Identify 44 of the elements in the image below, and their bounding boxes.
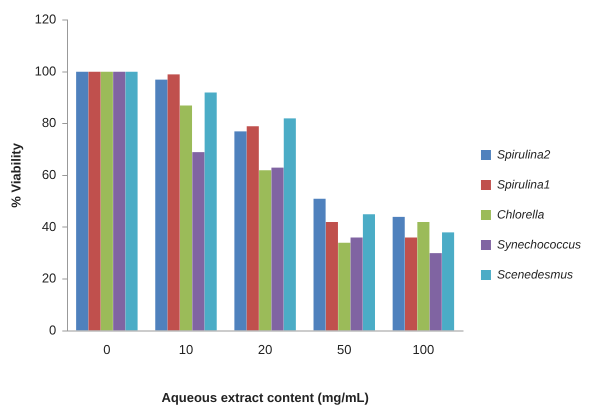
legend-label: Synechococcus xyxy=(496,237,581,252)
bar xyxy=(350,238,363,330)
bar xyxy=(338,242,350,330)
y-tick-label: 40 xyxy=(42,218,56,234)
bar xyxy=(180,105,192,330)
bar xyxy=(392,216,405,330)
x-tick-label: 10 xyxy=(178,342,194,358)
bar xyxy=(271,168,284,330)
y-tick-label: 100 xyxy=(34,63,56,78)
bar xyxy=(404,238,418,330)
bar xyxy=(76,72,88,330)
y-axis-title: % Viability xyxy=(8,142,24,208)
bar xyxy=(362,214,375,330)
bar xyxy=(326,222,338,330)
bar xyxy=(417,222,430,330)
x-tick-label: 20 xyxy=(258,342,272,358)
bar xyxy=(192,152,204,330)
y-tick-label: 60 xyxy=(42,166,56,182)
x-tick-label: 0 xyxy=(103,342,110,358)
legend-label: Spirulina1 xyxy=(496,177,550,192)
bar xyxy=(234,131,246,330)
bar xyxy=(88,72,101,330)
bar xyxy=(100,72,113,330)
bar xyxy=(314,198,326,330)
bar xyxy=(204,92,217,330)
legend-label: Scenedesmus xyxy=(496,267,573,282)
bar xyxy=(168,74,180,330)
bar xyxy=(442,232,454,330)
bar xyxy=(125,72,138,330)
y-tick-label: 0 xyxy=(49,322,56,338)
bar xyxy=(284,118,296,330)
bar xyxy=(259,170,272,330)
bar xyxy=(430,253,442,330)
x-axis-title: Aqueous extract content (mg/mL) xyxy=(161,390,369,405)
y-tick-label: 80 xyxy=(42,115,56,130)
bar xyxy=(155,80,168,330)
bar xyxy=(113,72,126,330)
legend-label: Chlorella xyxy=(496,207,545,222)
y-tick-label: 120 xyxy=(34,12,56,27)
bar xyxy=(246,126,259,330)
y-tick-label: 20 xyxy=(42,270,56,286)
x-tick-label: 50 xyxy=(337,342,352,358)
x-tick-label: 100 xyxy=(412,342,434,358)
legend-label: Spirulina2 xyxy=(496,147,551,162)
